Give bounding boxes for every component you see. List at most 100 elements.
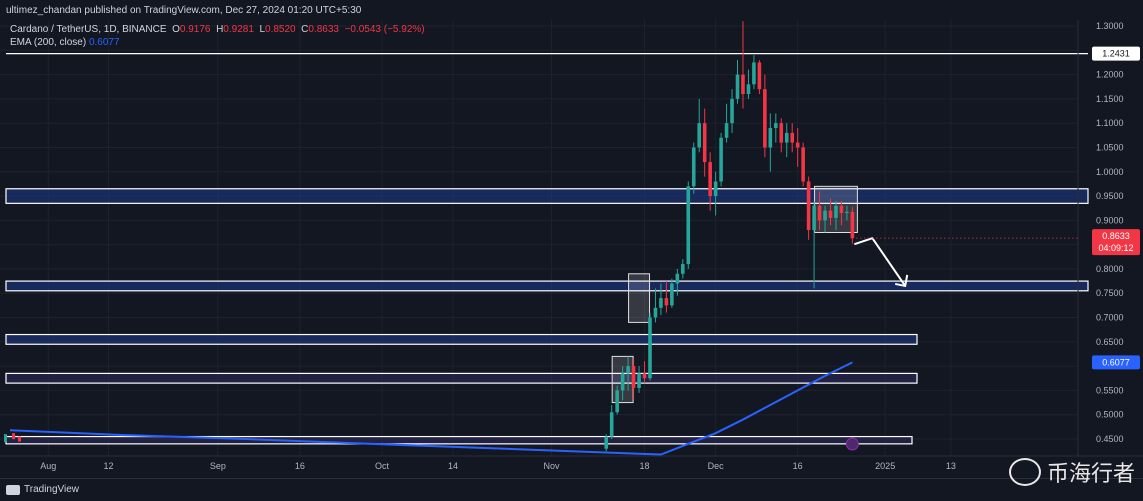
candle-body (609, 412, 614, 437)
tradingview-label: TradingView (24, 484, 80, 495)
candle-body (828, 210, 833, 218)
price-tick-label: 0.6500 (1096, 337, 1124, 347)
candle-body (713, 181, 718, 197)
ema-row: EMA (200, close) 0.6077 (10, 36, 425, 49)
candle-body (735, 74, 740, 99)
candle-body (626, 366, 630, 374)
support-zone (5, 280, 1089, 292)
consolidation-box (628, 273, 651, 323)
time-tick-label: 18 (640, 461, 650, 471)
change-value: −0.0543 (−5.92%) (344, 24, 425, 35)
support-zone (5, 372, 918, 384)
time-tick-label: Dec (708, 461, 725, 471)
ema-label: EMA (200, close) (10, 37, 87, 48)
candle-body (774, 123, 778, 129)
price-tick-label: 1.1500 (1096, 94, 1124, 104)
price-tick-label: 0.4500 (1096, 434, 1124, 444)
candle-body (763, 89, 767, 148)
candle-body (659, 298, 663, 308)
candle-body (620, 373, 625, 391)
price-tick-label: 0.8000 (1096, 264, 1124, 274)
price-tick-label: 0.9000 (1096, 215, 1124, 225)
candle-body (12, 433, 15, 440)
countdown-label: 04:09:12 (1098, 243, 1133, 253)
time-tick-label: 16 (793, 461, 803, 471)
projection-arrow (854, 236, 907, 287)
candle-body (845, 211, 849, 214)
ema-price-tag-bg (1092, 355, 1140, 370)
candle-body (790, 132, 795, 143)
candle-body (637, 373, 641, 388)
price-chart[interactable]: 1.30001.25001.20001.15001.10001.05001.00… (0, 0, 1143, 478)
event-flash-icon (845, 437, 859, 451)
candle-body (708, 162, 712, 197)
arrow-head (895, 274, 909, 288)
publish-info: ultimez_chandan published on TradingView… (6, 5, 362, 16)
candle-body (670, 283, 674, 306)
candle-body (615, 390, 619, 413)
time-tick-label: 13 (946, 461, 956, 471)
candle-body (18, 436, 21, 442)
candle-body (784, 132, 789, 143)
price-tick-label: 0.9500 (1096, 191, 1124, 201)
candle-body (675, 273, 680, 284)
high-key: H (216, 24, 224, 35)
time-tick-label: Oct (375, 461, 390, 471)
close-value: 0.8633 (308, 24, 339, 35)
price-tick-label: 0.7000 (1096, 313, 1124, 323)
candle-body (823, 210, 827, 221)
candle-body (741, 74, 745, 95)
publish-header: ultimez_chandan published on TradingView… (0, 0, 1143, 20)
low-key: L (259, 24, 266, 35)
time-tick-label: Aug (40, 461, 56, 471)
candle-body (730, 98, 734, 124)
chart-legend: Cardano / TetherUS, 1D, BINANCE O0.9176 … (10, 23, 425, 49)
price-tick-label: 1.2000 (1096, 70, 1124, 80)
close-key: C (301, 24, 309, 35)
support-zone (5, 435, 913, 445)
time-tick-label: 14 (448, 461, 458, 471)
time-tick-label: Sep (210, 461, 226, 471)
candle-body (702, 123, 707, 163)
last-price-tag: 0.8633 (1102, 231, 1130, 241)
candle-body (4, 434, 7, 443)
open-key: O (172, 24, 180, 35)
support-zone (5, 188, 1089, 204)
candle-body (834, 205, 838, 218)
candle-body (850, 211, 855, 239)
resistance-price-tag: 1.2431 (1102, 49, 1130, 59)
price-tick-label: 1.0000 (1096, 167, 1124, 177)
price-tick-label: 0.5000 (1096, 410, 1124, 420)
weibo-logo-icon (1008, 458, 1041, 486)
price-tick-label: 0.5500 (1096, 385, 1124, 395)
tradingview-brand[interactable]: TradingView (6, 484, 79, 495)
candle-body (719, 137, 723, 182)
ema-price-tag: 0.6077 (1102, 357, 1130, 367)
price-tick-label: 1.0500 (1096, 142, 1124, 152)
price-tick-label: 1.1000 (1096, 118, 1124, 128)
resistance-price-tag-bg (1092, 46, 1140, 61)
watermark: 币海行者 (1008, 456, 1135, 488)
candle-body (839, 205, 844, 214)
candle-body (795, 142, 800, 148)
footer-bar: TradingView (0, 478, 1143, 501)
price-tick-label: 0.7500 (1096, 288, 1124, 298)
candle-body (691, 147, 696, 187)
time-tick-label: 16 (295, 461, 305, 471)
support-zone (5, 333, 918, 345)
candle-body (817, 205, 822, 221)
candle-body (752, 62, 756, 85)
time-tick-label: 2025 (875, 461, 895, 471)
ema-200-line (9, 361, 853, 456)
candle-body (768, 128, 773, 148)
time-tick-label: 12 (103, 461, 113, 471)
symbol-label: Cardano / TetherUS, 1D, BINANCE (10, 24, 167, 35)
ema-value: 0.6077 (88, 37, 120, 48)
candle-body (664, 298, 669, 306)
candle-body (724, 123, 729, 138)
time-tick-label: Nov (544, 461, 561, 471)
candle-body (801, 147, 805, 182)
price-tick-label: 1.3000 (1096, 21, 1124, 31)
candle-body (631, 366, 636, 388)
candle-body (604, 436, 609, 449)
